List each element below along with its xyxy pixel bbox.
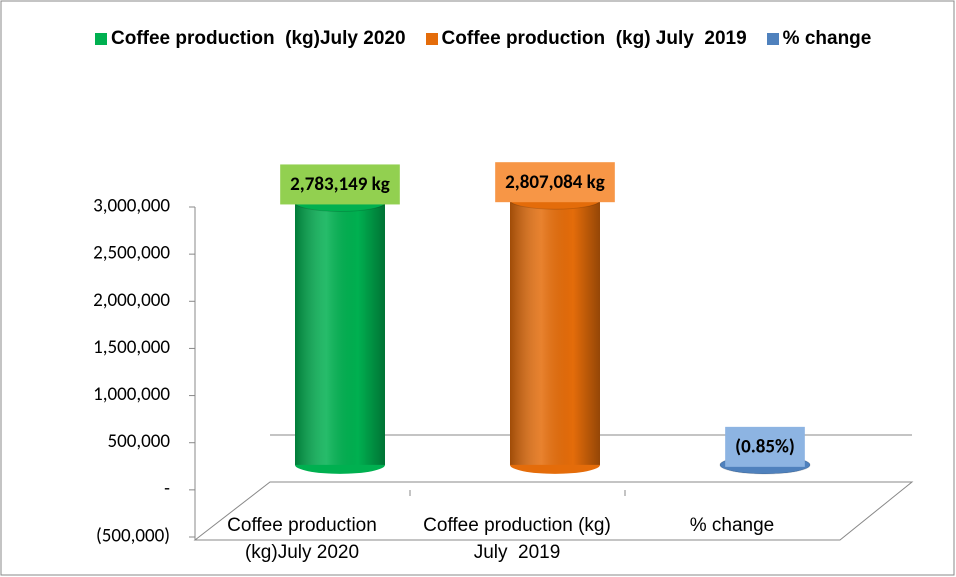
legend-swatch xyxy=(766,33,779,45)
value-label-box xyxy=(495,162,615,203)
y-tick-label: 2,000,000 xyxy=(93,289,170,312)
bar xyxy=(294,192,386,474)
x-tick-label: % change xyxy=(689,515,775,536)
bar-shade xyxy=(510,200,600,465)
bar-shade xyxy=(295,202,385,465)
value-label: (0.85%) xyxy=(735,435,795,458)
y-tick-label: (500,000) xyxy=(96,525,170,548)
value-label: 2,783,149 kg xyxy=(290,173,390,196)
legend: Coffee production (kg)July 2020 Coffee pr… xyxy=(95,28,915,50)
legend-swatch xyxy=(95,33,107,45)
x-tick-label: Coffee production (kg)July 2020 xyxy=(227,515,383,563)
legend-label: Coffee production (kg) July 2019 xyxy=(441,28,747,49)
y-tick-label: 500,000 xyxy=(107,430,170,453)
legend-item: Coffee production (kg) July 2019 xyxy=(425,28,747,50)
x-tick-label: Coffee production (kg) July 2019 xyxy=(423,515,617,563)
legend-label: Coffee production (kg)July 2020 xyxy=(111,28,406,49)
y-tick-label: - xyxy=(164,477,170,500)
value-label-box xyxy=(280,164,400,205)
legend-item: % change xyxy=(766,28,872,50)
legend-label: % change xyxy=(782,28,872,49)
floor xyxy=(193,481,914,541)
value-label: 2,807,084 kg xyxy=(505,171,605,194)
bar xyxy=(509,190,601,474)
value-label-box xyxy=(725,426,805,467)
legend-item: Coffee production (kg)July 2020 xyxy=(95,28,406,50)
y-tick-label: 1,500,000 xyxy=(93,336,170,359)
y-tick-label: 1,000,000 xyxy=(93,383,170,406)
y-tick-label: 3,000,000 xyxy=(93,195,170,218)
y-tick-label: 2,500,000 xyxy=(93,242,170,265)
legend-swatch xyxy=(425,33,438,45)
